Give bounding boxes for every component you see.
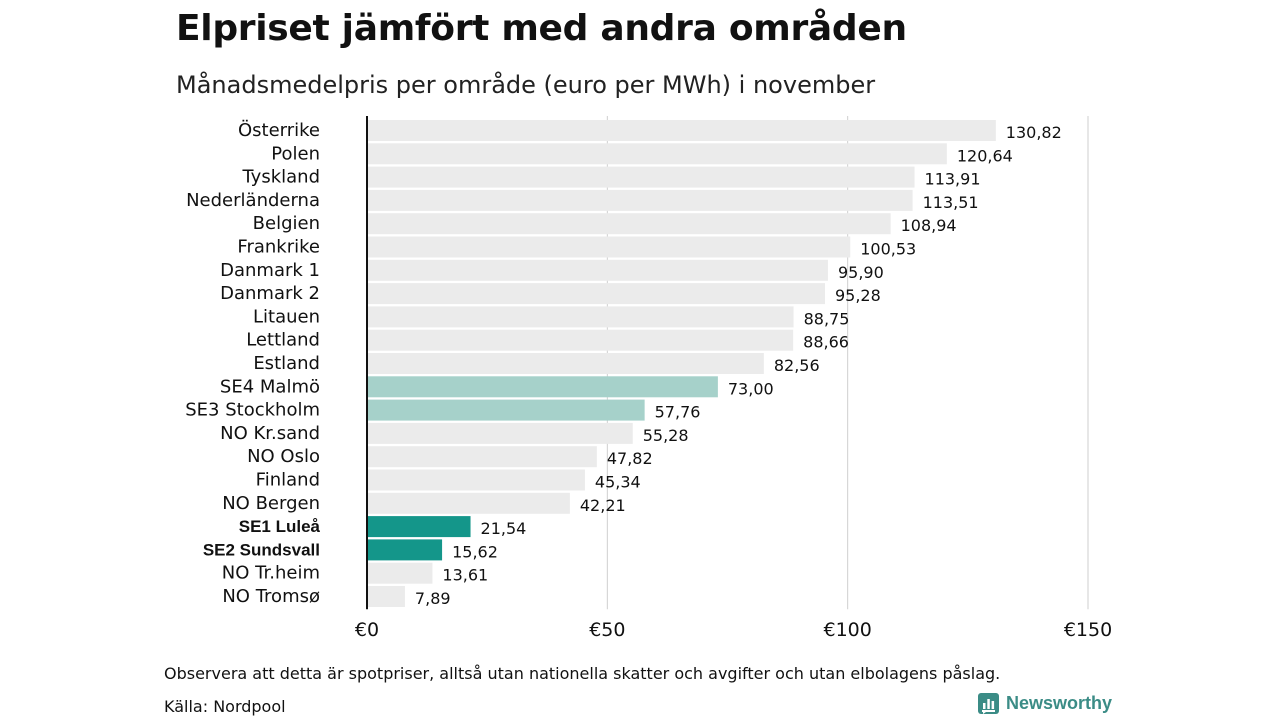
bar [367, 469, 585, 491]
category-label: Tyskland [241, 167, 320, 188]
bar [367, 422, 633, 444]
value-label: 88,66 [803, 333, 849, 352]
bar [367, 399, 645, 421]
category-label: NO Kr.sand [220, 423, 320, 444]
bar [367, 306, 794, 328]
value-label: 100,53 [860, 240, 916, 259]
bar [367, 353, 764, 374]
category-label: Belgien [253, 213, 320, 234]
bar [367, 446, 597, 468]
bar [367, 189, 913, 211]
bar [367, 516, 471, 538]
value-label: 13,61 [442, 566, 488, 585]
bar [367, 259, 828, 281]
bar [367, 143, 947, 165]
value-label: 113,51 [923, 193, 979, 212]
category-label: SE2 Sundsvall [203, 540, 320, 559]
brand-name: Newsworthy [1006, 693, 1113, 713]
category-label: SE3 Stockholm [185, 400, 320, 421]
bar-chart: €0 €50 €100 €150 Österrike 130,82 Polen 120,64 T… [185, 116, 1112, 641]
footnote: Observera att detta är spotpriser, allts… [164, 664, 1001, 683]
category-label: Estland [253, 353, 320, 374]
bar [367, 236, 851, 258]
category-label: Lettland [246, 330, 320, 351]
value-label: 88,75 [804, 309, 850, 328]
value-label: 130,82 [1006, 123, 1062, 142]
category-label: Österrike [238, 119, 320, 141]
bar [367, 376, 718, 398]
value-label: 73,00 [728, 379, 774, 398]
bar [367, 586, 405, 607]
x-tick-label: €150 [1064, 619, 1112, 641]
value-label: 82,56 [774, 356, 820, 375]
category-label: NO Tr.heim [222, 563, 320, 584]
bar [367, 283, 825, 305]
bar [367, 562, 433, 584]
category-label: NO Oslo [247, 446, 320, 467]
value-label: 57,76 [655, 403, 701, 422]
category-label: NO Bergen [222, 493, 320, 514]
value-label: 42,21 [580, 496, 626, 515]
brand-logo: Newsworthy [978, 693, 1112, 714]
value-label: 47,82 [607, 449, 653, 468]
category-label: SE4 Malmö [220, 376, 320, 397]
value-label: 15,62 [452, 542, 498, 561]
value-label: 7,89 [415, 589, 451, 608]
category-label: Finland [256, 470, 320, 491]
category-label: Litauen [253, 306, 320, 327]
bar [367, 166, 915, 188]
newsworthy-logo-icon [978, 693, 999, 714]
chart-subtitle: Månadsmedelpris per område (euro per MWh… [176, 71, 876, 99]
category-label: Frankrike [237, 237, 320, 258]
bar [367, 329, 794, 351]
value-label: 108,94 [901, 216, 957, 235]
source-credit: Källa: Nordpool [164, 697, 286, 716]
bar [367, 539, 443, 561]
bar [367, 213, 891, 235]
category-label: Nederländerna [186, 190, 320, 211]
value-label: 120,64 [957, 146, 1013, 165]
value-label: 95,90 [838, 263, 884, 282]
x-tick-label: €50 [589, 619, 625, 641]
bar [367, 492, 570, 514]
x-tick-label: €0 [355, 619, 379, 641]
value-label: 95,28 [835, 286, 881, 305]
value-label: 55,28 [643, 426, 689, 445]
category-label: Danmark 2 [220, 283, 320, 304]
category-label: Polen [271, 143, 320, 164]
category-label: NO Tromsø [222, 586, 320, 607]
value-label: 45,34 [595, 473, 641, 492]
value-label: 21,54 [481, 519, 527, 538]
category-label: Danmark 1 [220, 260, 320, 281]
chart-title: Elpriset jämfört med andra områden [176, 8, 907, 49]
x-tick-label: €100 [823, 619, 871, 641]
category-label: SE1 Luleå [239, 517, 321, 536]
bar [367, 120, 996, 141]
value-label: 113,91 [925, 170, 981, 189]
